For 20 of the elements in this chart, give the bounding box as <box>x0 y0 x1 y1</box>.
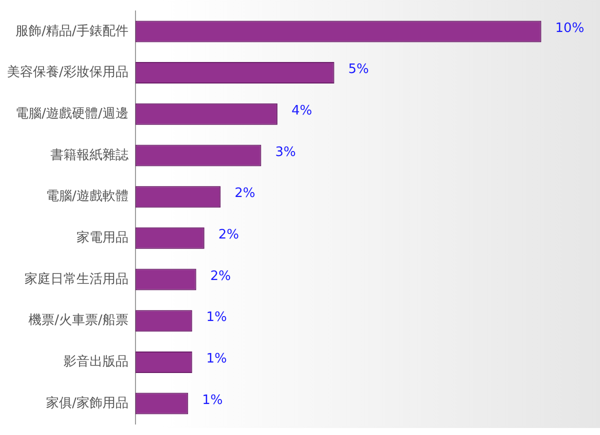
data-label: 3% <box>275 144 296 160</box>
data-label: 2% <box>234 186 256 202</box>
data-label: 2% <box>210 268 231 284</box>
y-tick-label: 影音出版品 <box>63 354 128 370</box>
data-label: 4% <box>291 104 312 119</box>
data-label: 1% <box>202 392 223 408</box>
y-tick-label: 美容保養/彩妝保用品 <box>6 64 128 80</box>
y-tick-label: 服飾/精品/手錶配件 <box>16 24 128 39</box>
y-tick-label: 家俱/家飾用品 <box>46 394 128 411</box>
data-label: 5% <box>348 62 369 78</box>
y-tick-label: 家電用品 <box>76 230 128 246</box>
y-tick-label: 家庭日常生活用品 <box>24 270 128 287</box>
y-tick-label: 書籍報紙雜誌 <box>50 148 128 163</box>
data-label: 10% <box>555 20 584 36</box>
y-tick-label: 機票/火車票/船票 <box>28 313 128 328</box>
data-label: 1% <box>206 352 227 367</box>
data-label: 2% <box>218 228 240 243</box>
data-label: 1% <box>206 310 227 326</box>
y-tick-label: 電腦/遊戲軟體 <box>46 189 128 204</box>
y-tick-label: 電腦/遊戲硬體/週邊 <box>16 106 128 122</box>
